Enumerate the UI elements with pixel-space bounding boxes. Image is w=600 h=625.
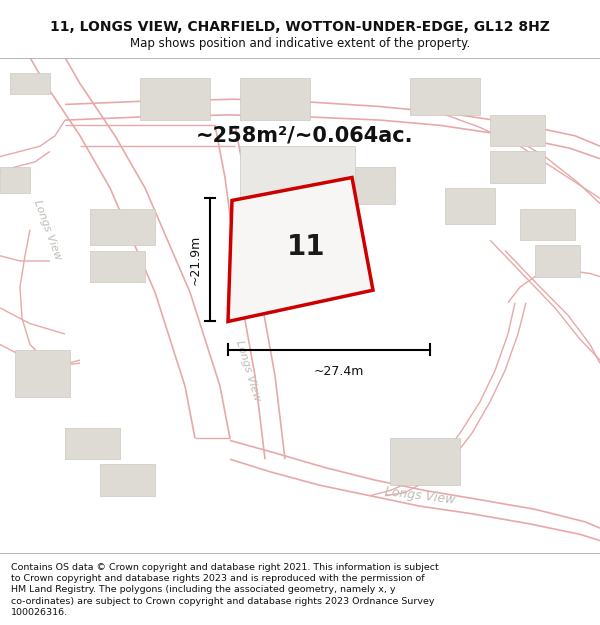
Text: Longs View: Longs View [32,198,62,261]
Text: Longs View: Longs View [384,485,456,506]
Text: 11: 11 [287,233,325,261]
Text: Contains OS data © Crown copyright and database right 2021. This information is : Contains OS data © Crown copyright and d… [11,562,439,618]
Polygon shape [445,188,495,224]
Polygon shape [490,151,545,182]
Polygon shape [335,167,395,204]
Polygon shape [15,349,70,397]
Polygon shape [0,167,30,193]
Polygon shape [228,177,373,321]
Polygon shape [90,251,145,282]
Polygon shape [535,246,580,277]
Polygon shape [240,146,355,277]
Polygon shape [240,78,310,120]
Text: Longs View: Longs View [234,339,262,402]
Text: ~21.9m: ~21.9m [189,235,202,285]
Text: ~27.4m: ~27.4m [314,365,364,378]
Polygon shape [100,464,155,496]
Polygon shape [90,209,155,246]
Text: ~258m²/~0.064ac.: ~258m²/~0.064ac. [196,126,414,146]
Polygon shape [65,428,120,459]
Polygon shape [10,73,50,94]
Text: Map shows position and indicative extent of the property.: Map shows position and indicative extent… [130,38,470,50]
Text: 11, LONGS VIEW, CHARFIELD, WOTTON-UNDER-EDGE, GL12 8HZ: 11, LONGS VIEW, CHARFIELD, WOTTON-UNDER-… [50,20,550,34]
Polygon shape [390,438,460,485]
Polygon shape [140,78,210,120]
Polygon shape [410,78,480,115]
Polygon shape [490,115,545,146]
Polygon shape [520,209,575,240]
